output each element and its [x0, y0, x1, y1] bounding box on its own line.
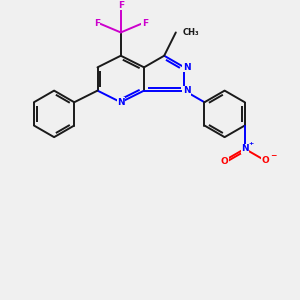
Text: F: F [142, 20, 148, 28]
Text: F: F [118, 1, 124, 10]
Text: O: O [261, 156, 269, 165]
Text: CH₃: CH₃ [182, 28, 199, 37]
Text: O: O [221, 158, 229, 166]
Text: F: F [94, 20, 100, 28]
Text: N: N [183, 86, 190, 95]
Text: N: N [117, 98, 124, 107]
Text: N: N [183, 63, 190, 72]
Text: −: − [270, 152, 277, 160]
Text: N: N [241, 144, 249, 153]
Text: +: + [249, 141, 254, 146]
